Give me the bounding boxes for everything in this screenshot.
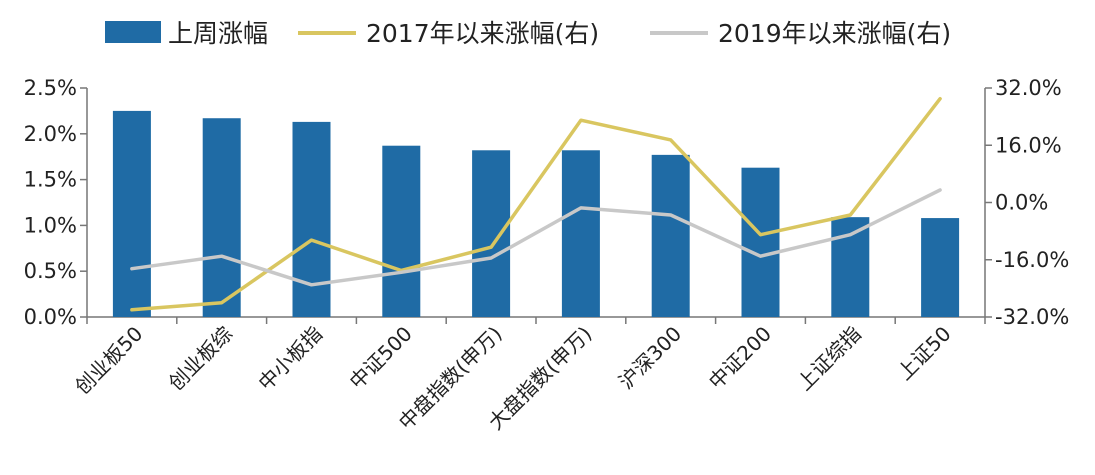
bar: [742, 168, 780, 317]
category-label: 中证200: [704, 322, 776, 394]
legend-label-line: 2019年以来涨幅(右): [718, 19, 951, 48]
bar: [293, 122, 331, 317]
category-label: 创业板50: [70, 322, 147, 399]
line-2017: [132, 99, 940, 310]
left-tick-label: 0.5%: [24, 259, 77, 283]
right-tick-label: 0.0%: [995, 191, 1048, 215]
legend-label-line: 2017年以来涨幅(右): [366, 19, 599, 48]
category-label: 上证50: [892, 322, 955, 385]
right-tick-label: -32.0%: [995, 305, 1069, 329]
line-2019: [132, 190, 940, 285]
category-label: 创业板综: [164, 322, 238, 396]
bar: [203, 118, 241, 317]
bar: [562, 150, 600, 317]
right-tick-label: -16.0%: [995, 248, 1069, 272]
category-label: 上证综指: [792, 322, 866, 396]
category-label: 中小板指: [253, 322, 327, 396]
right-tick-label: 32.0%: [995, 76, 1062, 100]
bar: [382, 146, 420, 317]
left-tick-label: 2.0%: [24, 122, 77, 146]
legend: 上周涨幅 2017年以来涨幅(右) 2019年以来涨幅(右): [105, 19, 951, 48]
category-label: 沪深300: [614, 322, 686, 394]
bar-series: [113, 111, 959, 317]
left-tick-label: 1.0%: [24, 213, 77, 237]
legend-swatch-bar: [105, 21, 161, 43]
left-tick-label: 2.5%: [24, 76, 77, 100]
bar: [113, 111, 151, 317]
line-series: [132, 99, 940, 310]
right-tick-label: 16.0%: [995, 133, 1062, 157]
legend-label-bar: 上周涨幅: [168, 19, 268, 48]
bar: [472, 150, 510, 317]
left-tick-label: 0.0%: [24, 305, 77, 329]
left-tick-label: 1.5%: [24, 168, 77, 192]
bar: [652, 155, 690, 317]
category-label: 中证500: [345, 322, 417, 394]
bar: [921, 218, 959, 317]
bar: [831, 217, 869, 317]
